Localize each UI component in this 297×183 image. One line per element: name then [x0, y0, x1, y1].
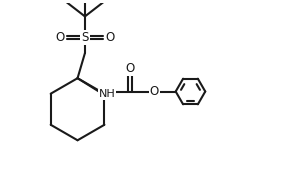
Text: O: O	[150, 85, 159, 98]
Text: O: O	[105, 31, 114, 44]
Text: S: S	[81, 31, 89, 44]
Text: O: O	[125, 62, 135, 75]
Text: NH: NH	[99, 89, 116, 99]
Text: O: O	[56, 31, 65, 44]
